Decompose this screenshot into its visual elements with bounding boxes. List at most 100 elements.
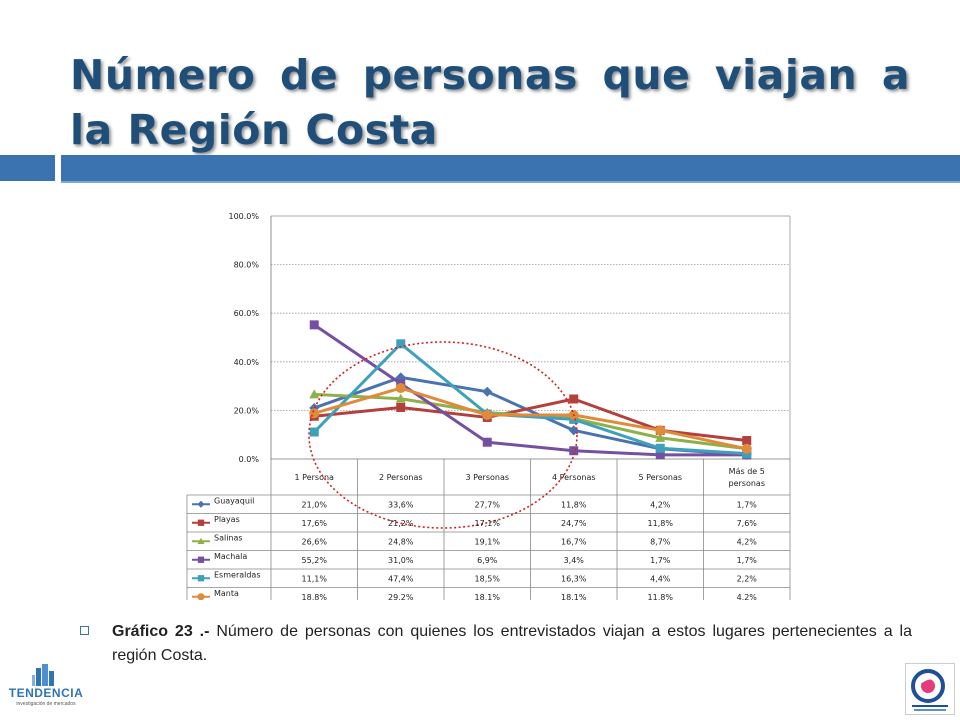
series-line: [313, 342, 747, 456]
table-cell: 27,7%: [475, 500, 501, 509]
table-cell: 19,1%: [475, 537, 501, 546]
table-cell: 11,8%: [648, 593, 674, 600]
header-band-separator: [55, 155, 61, 181]
y-tick-label: 60.0%: [234, 309, 260, 318]
legend-label: Guayaquil: [214, 496, 254, 505]
table-cell: 18,8%: [302, 593, 328, 600]
table-cell: 1,7%: [737, 556, 758, 565]
data-point: [396, 402, 406, 412]
table-cell: 7,6%: [737, 519, 758, 528]
caption-label: Gráfico 23 .-: [112, 623, 210, 640]
data-point: [655, 425, 666, 436]
table-cell: 33,6%: [388, 500, 414, 509]
legend-key-marker: [197, 519, 205, 526]
header-band: [61, 155, 960, 181]
table-cell: 31,0%: [388, 556, 414, 565]
legend-label: Esmeraldas: [214, 570, 261, 579]
line-chart: 0.0% 20.0% 40.0% 60.0% 80.0% 100.0% 1 Persona 2…: [186, 212, 791, 600]
table-cell: 6,9%: [477, 556, 498, 565]
emblem-icon: [911, 669, 948, 711]
y-tick-label: 20.0%: [234, 406, 260, 415]
data-point: [655, 450, 665, 460]
x-category-label: personas: [729, 479, 766, 488]
data-point: [309, 320, 319, 330]
table-cell: 24,7%: [561, 519, 587, 528]
x-category-label: 1 Persona: [295, 473, 335, 482]
data-point: [482, 437, 492, 447]
table-cell: 4,2%: [650, 500, 671, 509]
series-line: [313, 323, 747, 457]
table-cell: 18,5%: [475, 574, 501, 583]
series-line: [314, 392, 747, 451]
data-point: [655, 443, 665, 453]
caption-bullet: [80, 626, 89, 635]
data-point: [569, 394, 579, 404]
table-cell: 8,7%: [650, 537, 671, 546]
table-cell: 55,2%: [302, 556, 328, 565]
series-line: [313, 386, 748, 451]
x-category-label: 2 Personas: [379, 473, 423, 482]
data-point: [655, 432, 666, 442]
table-cell: 17,1%: [475, 519, 501, 528]
logo-name: TENDENCIA: [8, 686, 84, 700]
x-category-label: 5 Personas: [638, 473, 682, 482]
table-cell: 4,2%: [737, 537, 758, 546]
table-cell: 1,7%: [650, 556, 671, 565]
table-cell: 1,7%: [737, 500, 758, 509]
highlight-ellipse: [308, 341, 578, 529]
table-cell: 4,2%: [737, 593, 758, 600]
table-cell: 16,7%: [561, 537, 587, 546]
caption-text: Número de personas con quienes los entre…: [112, 623, 912, 664]
x-category-label: Más de 5: [729, 467, 765, 476]
legend-key-marker: [197, 575, 205, 582]
table-cell: 26,6%: [302, 537, 328, 546]
slide-title: Número de personas que viajan a la Regió…: [70, 51, 910, 154]
y-tick-label: 80.0%: [234, 261, 260, 270]
data-point: [482, 386, 493, 397]
legend-label: Playas: [214, 515, 240, 524]
data-point: [395, 383, 406, 394]
y-tick-label: 100.0%: [228, 212, 259, 221]
table-cell: 21,2%: [388, 519, 414, 528]
table-cell: 18,1%: [561, 593, 587, 600]
table-cell: 29,2%: [388, 593, 414, 600]
y-tick-label: 40.0%: [234, 358, 260, 367]
data-point: [569, 446, 579, 456]
data-point: [395, 393, 406, 403]
table-cell: 11,1%: [302, 574, 328, 583]
data-point: [741, 443, 752, 454]
table-cell: 24,8%: [388, 537, 414, 546]
table-cell: 17,6%: [302, 519, 328, 528]
header-band-left: [0, 155, 55, 181]
data-point: [482, 410, 493, 421]
table-cell: 21,0%: [302, 500, 328, 509]
header-band-line: [61, 181, 960, 183]
tendencia-logo: TENDENCIA investigación de mercados: [6, 664, 86, 716]
legend-key-marker: [197, 593, 205, 600]
y-tick-label: 0.0%: [239, 455, 260, 464]
legend-label: Manta: [214, 589, 239, 598]
data-point: [309, 408, 320, 419]
legend-label: Salinas: [214, 533, 243, 542]
legend-key-marker: [197, 537, 205, 545]
data-point: [309, 389, 320, 399]
logo-subtitle: investigación de mercados: [16, 701, 76, 707]
legend-key-marker: [197, 500, 205, 508]
legend-key-marker: [197, 556, 205, 563]
data-point: [396, 339, 406, 349]
table-cell: 16,3%: [561, 574, 587, 583]
table-cell: 4,4%: [650, 574, 671, 583]
table-cell: 11,8%: [648, 519, 674, 528]
data-point: [742, 436, 752, 446]
table-cell: 2,2%: [737, 574, 758, 583]
figure-caption: Gráfico 23 .- Número de personas con qui…: [80, 620, 912, 668]
table-cell: 18,1%: [475, 593, 501, 600]
buildings-icon: [32, 664, 54, 686]
institution-logo: [905, 663, 955, 715]
data-point: [309, 427, 319, 437]
x-category-label: 3 Personas: [465, 473, 509, 482]
table-cell: 3,4%: [564, 556, 585, 565]
x-category-label: 4 Personas: [552, 473, 596, 482]
table-cell: 47,4%: [388, 574, 414, 583]
table-cell: 11,8%: [561, 500, 587, 509]
